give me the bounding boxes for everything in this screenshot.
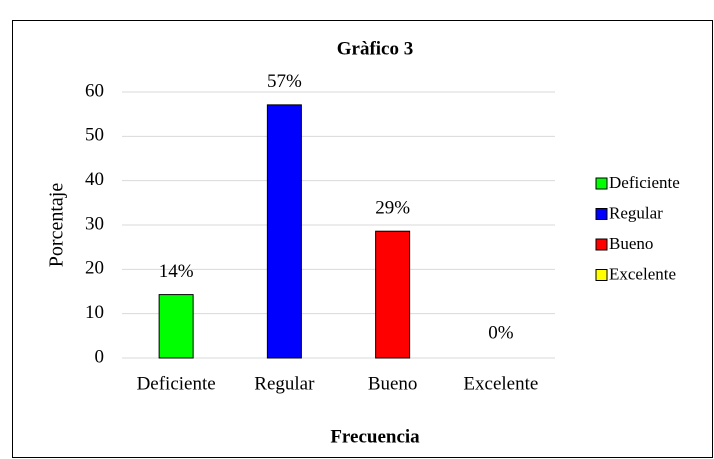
y-tick-label: 0 — [95, 346, 105, 367]
data-label: 29% — [375, 198, 410, 219]
legend-swatch — [595, 208, 608, 220]
y-tick-label: 10 — [85, 302, 104, 323]
legend-swatch — [595, 177, 608, 190]
x-axis-label: Frecuencia — [330, 426, 420, 447]
legend-swatch — [595, 238, 608, 251]
legend-label: Deficiente — [609, 173, 680, 192]
bar — [266, 104, 302, 359]
y-tick-label: 20 — [85, 258, 104, 279]
legend-label: Bueno — [609, 234, 653, 253]
data-label: 14% — [159, 261, 194, 282]
y-tick-label: 60 — [85, 80, 104, 101]
data-label: 0% — [488, 322, 514, 343]
legend-label: Regular — [609, 203, 663, 222]
x-tick-label: Excelente — [463, 373, 538, 394]
legend-label: Excelente — [609, 264, 676, 283]
data-label: 57% — [267, 71, 302, 92]
x-tick-label: Bueno — [368, 373, 418, 394]
x-tick-label: Deficiente — [137, 373, 216, 394]
bar — [375, 230, 411, 359]
x-tick-label: Regular — [254, 373, 315, 394]
legend-swatch — [595, 269, 608, 281]
bar — [158, 294, 194, 359]
chart-title: Gràfico 3 — [337, 38, 414, 59]
y-tick-label: 40 — [85, 169, 104, 190]
y-tick-label: 50 — [85, 125, 104, 146]
y-tick-label: 30 — [85, 213, 104, 234]
y-axis-label: Porcentaje — [46, 183, 68, 268]
